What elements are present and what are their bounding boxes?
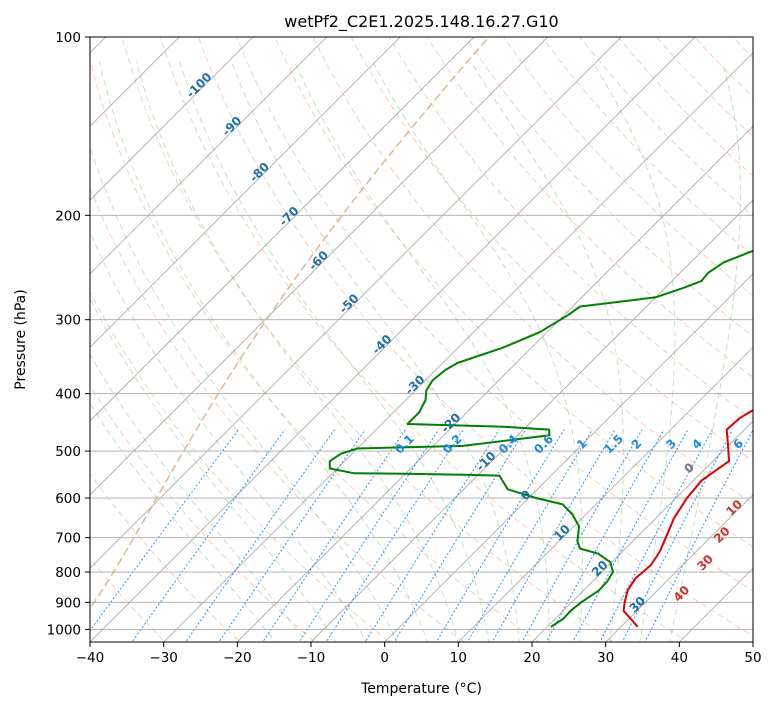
adiabat-label: 20 [711,524,733,546]
reference-curve [56,24,500,654]
moist-adiabat [231,62,520,655]
x-tick-label: −20 [223,650,252,666]
moist-adiabat [0,62,314,655]
mixing-ratio-line [292,430,439,654]
mixing-ratio-line [639,430,753,654]
dry-adiabat [232,24,775,654]
dry-adiabat [119,24,632,654]
isotherm-line [0,24,414,642]
mixing-ratio-label: 1.5 [601,432,626,457]
isotherm-label: -100 [183,70,214,101]
dry-adiabat [495,24,775,654]
y-tick-label: 900 [55,595,81,611]
isotherm-line [532,24,775,642]
adiabat-label: 30 [694,552,716,574]
mixing-ratio-line [387,430,526,654]
isotherm-label: -60 [306,248,331,273]
contour-labels: -100-90-80-70-60-50-40-30-20-1001020300.… [183,70,746,616]
isotherm-line [0,24,266,642]
y-tick-label: 800 [55,565,81,581]
isotherm-label: 0 [518,487,534,503]
adiabat-label: 10 [723,497,745,519]
mixing-ratio-line [73,430,238,654]
dry-adiabat [0,24,329,654]
adiabat-label: 40 [671,583,693,605]
isotherm-label: -40 [369,332,394,357]
dry-adiabat [683,24,775,654]
dry-adiabat [457,24,775,654]
mixing-ratio-label: 0.6 [531,432,556,457]
isotherm-line [606,24,775,642]
x-axis-ticks: −40 −30 −20 −10 0 10 20 30 40 50 [76,642,762,666]
dry-adiabat [0,24,253,654]
mixing-ratio-label: 2 [629,436,645,452]
y-tick-label: 400 [55,387,81,403]
moist-adiabat [99,62,431,655]
y-tick-label: 700 [55,531,81,547]
dry-adiabat [758,24,775,654]
x-axis-label: Temperature (°C) [360,681,482,697]
isotherm-line [164,24,775,642]
isotherm-line [311,24,775,642]
dry-adiabat [420,24,775,654]
mixing-ratio-label: 4 [689,436,705,452]
isotherm-line [16,24,634,642]
pressure-gridlines [90,37,753,629]
dry-adiabat [382,24,775,654]
mixing-ratio-label: 0.1 [392,432,417,457]
y-tick-label: 500 [55,444,81,460]
y-tick-label: 200 [55,208,81,224]
y-tick-label: 1000 [47,622,81,638]
isotherm-line [0,24,561,642]
x-tick-label: 50 [744,650,761,666]
dry-adiabat [44,24,481,654]
y-tick-label: 600 [55,491,81,507]
mixing-ratio-line [178,430,335,654]
isotherm-line [0,24,340,642]
dry-adiabat [6,24,405,654]
mixing-ratio-label: 6 [730,436,746,452]
x-tick-label: 0 [380,650,389,666]
x-tick-label: −10 [297,650,326,666]
isotherm-label: -70 [276,204,301,229]
dewpoint-series-line [330,37,775,627]
x-tick-label: 40 [671,650,688,666]
isotherm-label: -50 [336,291,361,316]
isotherm-line [0,24,487,642]
isotherm-label: -80 [247,160,272,185]
x-tick-label: 30 [597,650,614,666]
y-axis-label: Pressure (hPa) [13,289,29,389]
y-tick-label: 300 [55,313,81,329]
isotherm-label: -10 [473,449,498,474]
isotherm-line [90,24,708,642]
x-tick-label: −30 [149,650,178,666]
mixing-ratio-line [486,430,615,654]
profile-series [330,37,775,627]
chart-title: wetPf2_C2E1.2025.148.16.27.G10 [284,12,558,32]
mixing-ratio-line [319,430,464,654]
dry-adiabat [608,24,775,654]
isotherm-label: 10 [551,522,573,544]
y-axis-ticks: 100 200 300 400 500 600 700 800 900 1000 [47,30,90,638]
x-tick-label: 20 [523,650,540,666]
isotherm-line [753,24,775,642]
dry-adiabat [720,24,775,654]
mixing-ratio-line [124,430,285,654]
y-tick-label: 100 [55,30,81,46]
moist-adiabat [373,62,583,655]
x-tick-label: 10 [450,650,467,666]
x-tick-label: −40 [76,650,105,666]
